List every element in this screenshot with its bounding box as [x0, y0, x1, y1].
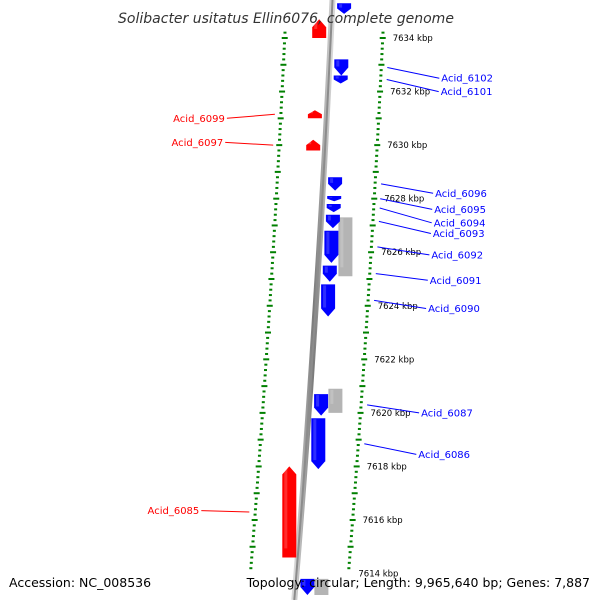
gene-label-leader: [364, 443, 417, 455]
gene-label[interactable]: Acid_6095: [434, 205, 486, 216]
backbone: [291, 0, 336, 600]
gene-acid-6102-shading: [336, 60, 340, 67]
gene-label-leader: [380, 198, 433, 210]
gene-acid-6091[interactable]: [322, 265, 337, 282]
gene-label-layer: Acid_6102 Acid_6101 Acid_6099 Acid_6097 Acid…: [148, 67, 493, 517]
gene-label-leader: [381, 183, 434, 194]
gene-acid-6087[interactable]: [314, 394, 329, 416]
gene-acid-6092-shading: [326, 231, 330, 254]
gene-label[interactable]: Acid_6094: [434, 218, 486, 229]
gene-acid-6086[interactable]: [311, 418, 326, 470]
gene-label-leader: [226, 113, 275, 119]
feature-unlabeled-shading: [340, 218, 344, 268]
gene-label-leader: [225, 141, 274, 146]
scale-label: 7614 kbp: [358, 570, 398, 580]
gene-label[interactable]: Acid_6090: [428, 304, 480, 315]
scale-label: 7630 kbp: [387, 141, 427, 151]
scale-label: 7618 kbp: [367, 462, 407, 472]
gene-acid-6086-shading: [313, 419, 317, 461]
feature-layer: [282, 3, 353, 595]
gene-label-leader: [377, 246, 430, 256]
feature-unlabeled[interactable]: [337, 3, 352, 14]
gene-label[interactable]: Acid_6101: [441, 87, 493, 98]
gene-acid-6090-shading: [323, 285, 327, 308]
gene-label-leader: [378, 220, 432, 234]
gene-label[interactable]: Acid_6086: [418, 450, 470, 461]
feature-unlabeled-shading: [339, 4, 343, 8]
gene-acid-6094-shading: [328, 205, 332, 207]
gene-acid-6101[interactable]: [333, 75, 348, 84]
gene-label[interactable]: Acid_6093: [433, 229, 485, 240]
gene-acid-6085[interactable]: [282, 466, 297, 558]
gene-acid-6092[interactable]: [324, 230, 339, 263]
scale-label: 7616 kbp: [363, 516, 403, 526]
gene-acid-6095[interactable]: [327, 196, 342, 202]
gene-label[interactable]: Acid_6097: [171, 138, 223, 149]
gene-acid-6085-shading: [284, 467, 288, 549]
gene-label[interactable]: Acid_6102: [441, 74, 493, 85]
gene-label[interactable]: Acid_6087: [421, 408, 473, 419]
gene-acid-6096[interactable]: [328, 177, 343, 191]
scale-label: 7626 kbp: [381, 248, 421, 258]
gene-acid-6087-shading: [316, 395, 320, 407]
scale-label: 7628 kbp: [384, 195, 424, 205]
gene-acid-6102[interactable]: [334, 59, 349, 76]
feature-unlabeled[interactable]: [314, 578, 329, 595]
gene-acid-6097[interactable]: [306, 139, 321, 151]
gene-acid-6091-shading: [324, 266, 328, 273]
scale-label: 7622 kbp: [374, 355, 414, 365]
map-title: Solibacter usitatus Ellin6076, complete …: [118, 11, 454, 27]
gene-label[interactable]: Acid_6099: [173, 114, 225, 125]
feature-unlabeled-shading: [302, 579, 306, 586]
feature-unlabeled[interactable]: [312, 19, 327, 38]
gene-acid-6099-shading: [309, 111, 313, 114]
outer-tick-ring: [249, 31, 288, 570]
gene-label[interactable]: Acid_6085: [148, 506, 200, 517]
feature-unlabeled[interactable]: [328, 388, 343, 413]
gene-acid-6099[interactable]: [307, 110, 322, 119]
gene-label-leader: [201, 510, 250, 513]
gene-acid-6096-shading: [330, 178, 334, 183]
feature-unlabeled-shading: [330, 389, 334, 404]
feature-unlabeled[interactable]: [300, 578, 315, 595]
feature-unlabeled-shading: [316, 579, 320, 586]
gene-label-leader: [379, 207, 432, 224]
gene-label[interactable]: Acid_6096: [435, 189, 487, 200]
tick-label-layer: 7634 kbp 7632 kbp 7630 kbp 7628 kbp 7626 kbp…: [358, 34, 432, 580]
gene-acid-6101-shading: [335, 76, 339, 79]
backbone-core: [293, 0, 334, 600]
gene-acid-6094[interactable]: [326, 204, 341, 213]
scale-label: 7632 kbp: [390, 88, 430, 98]
gene-label-leader: [375, 273, 428, 281]
gene-acid-6097-shading: [308, 140, 312, 145]
gene-acid-6093-shading: [327, 215, 331, 221]
gene-label-leader: [387, 67, 440, 79]
scale-label: 7624 kbp: [378, 302, 418, 312]
scale-label: 7634 kbp: [393, 34, 433, 44]
gene-label-leader: [374, 299, 427, 309]
gene-label-leader: [386, 79, 439, 93]
accession-text: Accession: NC_008536: [9, 575, 151, 590]
gene-label[interactable]: Acid_6092: [431, 250, 483, 261]
gene-label[interactable]: Acid_6091: [430, 276, 482, 287]
feature-unlabeled[interactable]: [338, 217, 353, 277]
feature-unlabeled-shading: [314, 20, 318, 29]
gene-acid-6093[interactable]: [325, 214, 340, 229]
topology-text: Topology: circular; Length: 9,965,640 bp…: [246, 575, 590, 590]
inner-tick-ring: [347, 31, 386, 570]
gene-label-leader: [367, 404, 420, 414]
scale-label: 7620 kbp: [371, 409, 411, 419]
gene-acid-6095-shading: [329, 197, 333, 198]
gene-acid-6090[interactable]: [321, 284, 336, 317]
